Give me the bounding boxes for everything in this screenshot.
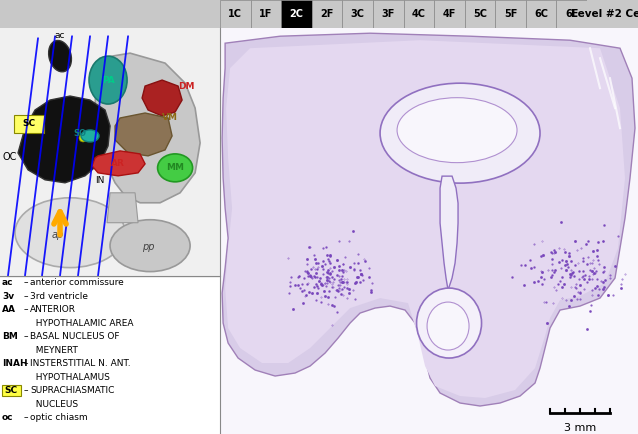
Text: SC: SC — [4, 386, 18, 395]
Text: IN: IN — [95, 176, 105, 185]
Text: 1C: 1C — [228, 9, 242, 19]
Text: SUPRACHIASMATIC: SUPRACHIASMATIC — [30, 386, 114, 395]
Bar — [434, 0, 464, 28]
Polygon shape — [115, 113, 172, 156]
Text: 5F: 5F — [504, 9, 517, 19]
Text: NUCLEUS: NUCLEUS — [30, 400, 78, 409]
Polygon shape — [95, 53, 200, 203]
Text: BASAL NUCLEUS OF: BASAL NUCLEUS OF — [30, 332, 119, 341]
Bar — [403, 0, 434, 28]
Ellipse shape — [110, 220, 190, 272]
Polygon shape — [18, 96, 110, 183]
Ellipse shape — [89, 56, 127, 104]
Text: Level #2 Cells: Level #2 Cells — [571, 9, 638, 19]
Text: –: – — [24, 292, 29, 301]
Text: 2F: 2F — [320, 9, 334, 19]
Text: INAH: INAH — [2, 359, 27, 368]
Text: BM: BM — [2, 332, 18, 341]
Text: 3v: 3v — [2, 292, 14, 301]
Bar — [281, 0, 312, 28]
Text: 6F: 6F — [565, 9, 579, 19]
Ellipse shape — [158, 154, 193, 182]
Bar — [495, 0, 526, 28]
Text: 4F: 4F — [443, 9, 456, 19]
Text: MM: MM — [166, 163, 184, 172]
Bar — [0, 0, 220, 28]
Text: HYPOTHALAMUS: HYPOTHALAMUS — [30, 373, 110, 382]
Text: MEYNERT: MEYNERT — [30, 346, 78, 355]
FancyBboxPatch shape — [14, 115, 44, 133]
Text: anterior commissure: anterior commissure — [30, 278, 124, 287]
Bar — [373, 0, 403, 28]
Ellipse shape — [15, 198, 125, 268]
Bar — [556, 0, 587, 28]
Text: VM: VM — [162, 113, 178, 122]
Ellipse shape — [427, 302, 469, 350]
Text: ap: ap — [52, 230, 64, 240]
Text: 3F: 3F — [382, 9, 395, 19]
Text: –: – — [24, 332, 29, 341]
Polygon shape — [92, 151, 145, 176]
Text: oc: oc — [2, 414, 13, 422]
Bar — [343, 0, 373, 28]
Polygon shape — [225, 40, 625, 398]
FancyBboxPatch shape — [1, 385, 20, 396]
Text: AR: AR — [111, 159, 125, 168]
Bar — [220, 0, 251, 28]
Text: ANTERIOR: ANTERIOR — [30, 305, 76, 314]
Text: ac: ac — [55, 31, 65, 40]
Bar — [251, 0, 281, 28]
Text: INSTERSTITIAL N. ANT.: INSTERSTITIAL N. ANT. — [30, 359, 131, 368]
Text: optic chiasm: optic chiasm — [30, 414, 87, 422]
Text: 5C: 5C — [473, 9, 487, 19]
Bar — [312, 0, 343, 28]
Ellipse shape — [79, 134, 87, 142]
Bar — [587, 0, 638, 28]
Text: pp: pp — [142, 242, 154, 252]
Bar — [464, 0, 495, 28]
Polygon shape — [222, 33, 635, 406]
Text: 6C: 6C — [534, 9, 548, 19]
Text: –: – — [24, 359, 29, 368]
Text: 4C: 4C — [412, 9, 426, 19]
Ellipse shape — [48, 40, 71, 72]
Text: 2C: 2C — [290, 9, 304, 19]
Polygon shape — [142, 80, 182, 116]
Text: –: – — [24, 414, 29, 422]
Text: –: – — [24, 305, 29, 314]
Ellipse shape — [397, 98, 517, 163]
Text: –: – — [24, 278, 29, 287]
Text: 3C: 3C — [351, 9, 365, 19]
Text: PA: PA — [101, 76, 114, 85]
Text: SC: SC — [22, 119, 36, 128]
Text: 3rd ventricle: 3rd ventricle — [30, 292, 88, 301]
Text: 1F: 1F — [259, 9, 272, 19]
Bar — [526, 0, 556, 28]
Text: –: – — [24, 386, 29, 395]
Text: AA: AA — [2, 305, 16, 314]
Text: OC: OC — [2, 152, 17, 162]
Ellipse shape — [81, 130, 99, 142]
Text: ac: ac — [2, 278, 13, 287]
Text: HYPOTHALAMIC AREA: HYPOTHALAMIC AREA — [30, 319, 133, 328]
Text: SO: SO — [73, 129, 87, 138]
Ellipse shape — [380, 83, 540, 183]
Text: 3 mm: 3 mm — [564, 423, 596, 433]
Polygon shape — [107, 193, 138, 223]
Ellipse shape — [417, 288, 482, 358]
Text: DM: DM — [178, 82, 195, 91]
Polygon shape — [440, 176, 458, 290]
